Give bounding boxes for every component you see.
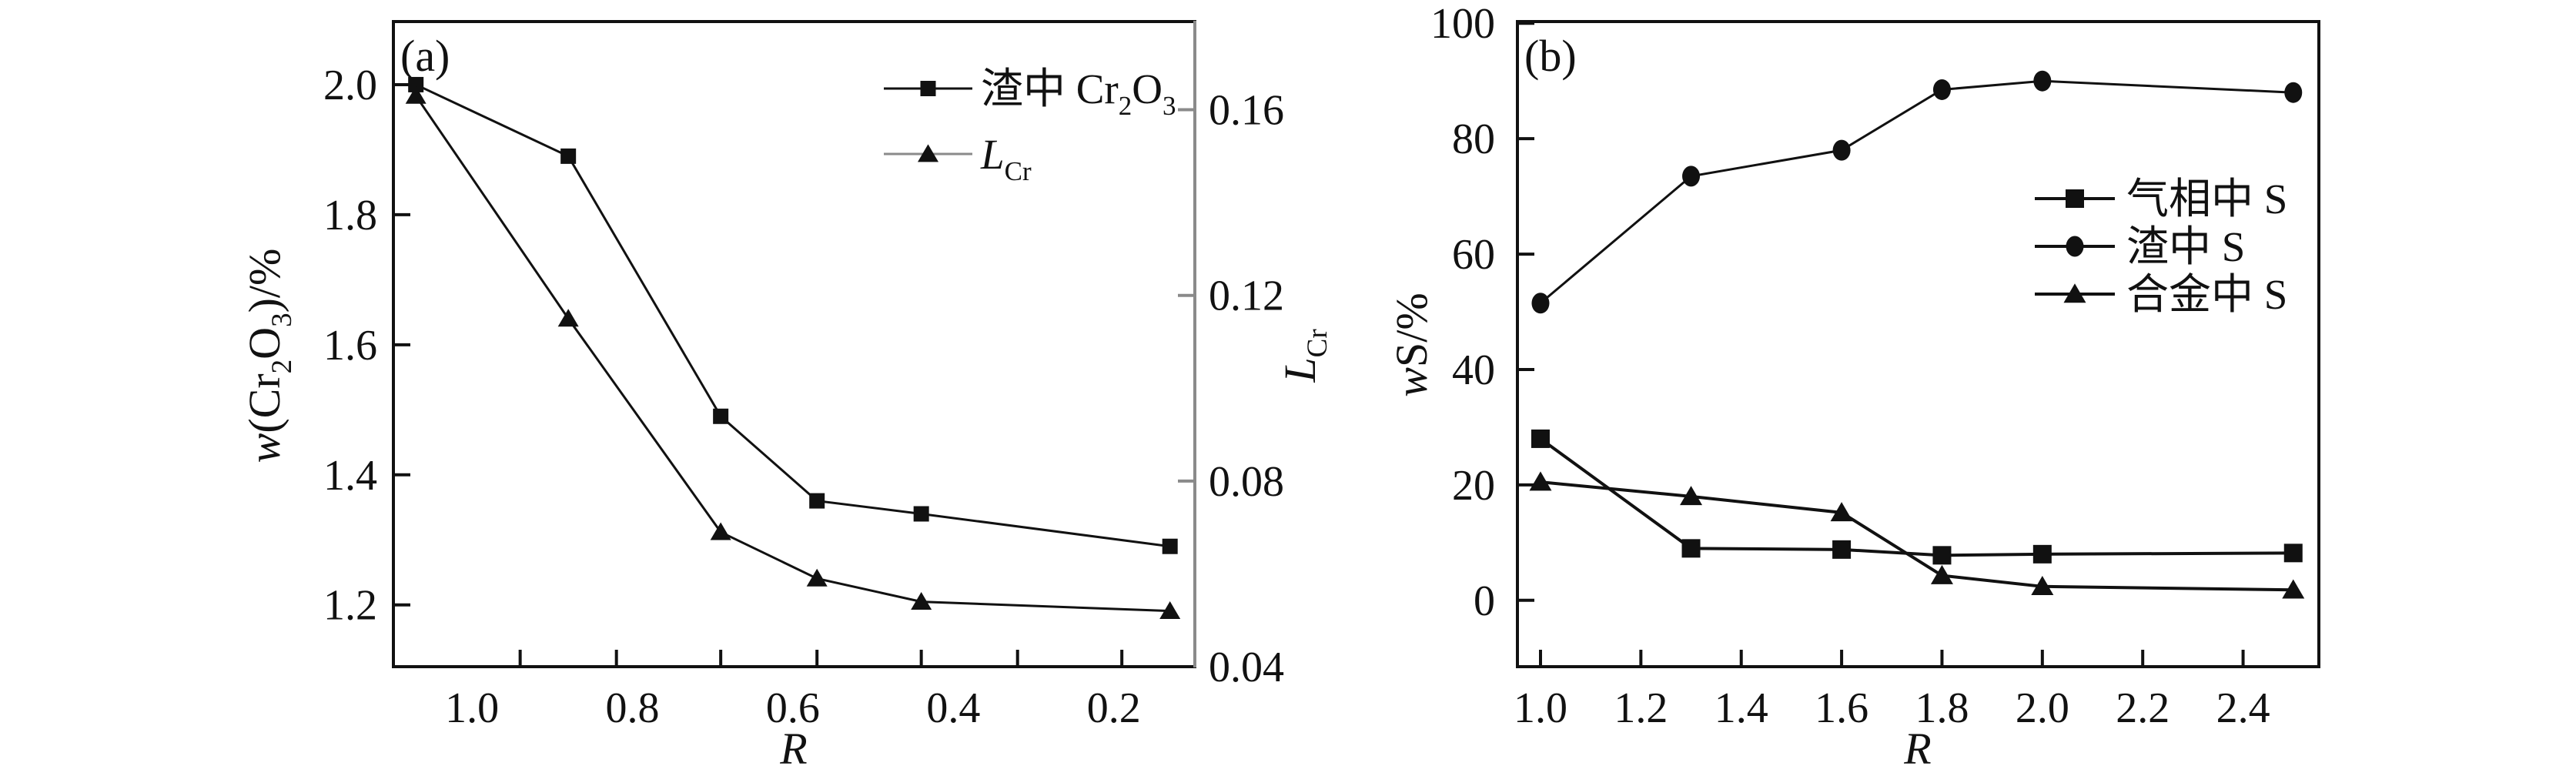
data-point-triangle <box>557 309 579 327</box>
series-1 <box>408 76 1178 554</box>
y2-tick-label: 0.12 <box>1209 273 1284 320</box>
legend-circle-marker <box>2066 236 2084 257</box>
x-axis-ticks: 1.0 0.8 0.6 0.4 0.2 <box>445 650 1141 732</box>
x-tick-label: 1.8 <box>1915 684 1969 732</box>
series-2 <box>1531 70 2303 314</box>
x-tick-label: 2.4 <box>2216 684 2270 732</box>
y2-tick-label: 0.08 <box>1209 458 1284 506</box>
legend-square-marker <box>2066 189 2084 208</box>
panel-b: 1.0 1.2 1.4 1.6 1.8 2.0 2.2 2.4 0 20 40 60 80 100 气相中 … <box>1387 0 2320 774</box>
legend-label: 合金中 S <box>2126 271 2287 318</box>
series-line <box>1539 437 2293 557</box>
y-tick-label: 20 <box>1452 462 1495 510</box>
y-axis-title-left: w(Cr2O3)/% <box>239 249 298 463</box>
data-point-triangle <box>1830 502 1853 522</box>
y-axis-title-right: LCr <box>1275 329 1333 383</box>
plot-frame <box>1516 20 2320 668</box>
data-point-square <box>2283 544 2303 563</box>
legend: 渣中 Cr2O3 LCr <box>884 65 1176 186</box>
data-point-square <box>2032 544 2052 564</box>
legend-triangle-marker <box>2063 283 2086 303</box>
x-tick-label: 1.0 <box>445 684 499 732</box>
y-tick-label: 1.4 <box>323 452 377 500</box>
panel-tag: (a) <box>400 31 450 81</box>
legend-label: LCr <box>980 131 1032 186</box>
data-point-square <box>913 506 929 522</box>
data-point-square <box>1932 546 1952 565</box>
y2-tick-label: 0.16 <box>1209 87 1284 135</box>
y-axis-right-ticks: 0.16 0.12 0.08 0.04 <box>1178 87 1284 691</box>
data-point-square <box>408 76 424 92</box>
data-point-triangle <box>1680 486 1703 506</box>
y-axis-title-left: wS/% <box>1387 293 1437 396</box>
x-tick-label: 1.0 <box>1514 684 1567 732</box>
data-point-square <box>809 493 825 509</box>
data-point-square <box>560 148 577 164</box>
plot-frame <box>392 20 1196 668</box>
series-line <box>414 95 1170 613</box>
data-point-triangle <box>1930 564 1953 584</box>
x-axis-title: R <box>779 724 807 774</box>
series-3 <box>1529 471 2305 599</box>
series-line <box>1540 79 2293 304</box>
data-point-circle <box>1932 79 1951 100</box>
legend-square-marker <box>920 81 936 96</box>
x-tick-label: 1.2 <box>1614 684 1668 732</box>
y-tick-label: 0 <box>1474 577 1495 625</box>
data-point-circle <box>1832 139 1851 161</box>
series-line <box>1540 480 2293 592</box>
data-point-square <box>1681 539 1701 558</box>
y-axis-left-ticks: 2.0 1.8 1.6 1.4 1.2 <box>323 62 410 630</box>
data-point-square <box>1531 429 1550 448</box>
legend-label: 渣中 Cr2O3 <box>981 65 1176 121</box>
data-point-triangle <box>405 85 427 104</box>
x-tick-label: 0.4 <box>926 684 980 732</box>
data-point-square <box>713 408 729 424</box>
data-point-circle <box>1531 293 1550 314</box>
x-tick-label: 0.8 <box>606 684 660 732</box>
legend-triangle-marker <box>918 144 938 162</box>
y-tick-label: 60 <box>1452 231 1495 279</box>
y-tick-label: 80 <box>1452 115 1495 163</box>
y-tick-label: 100 <box>1430 0 1495 48</box>
x-tick-label: 2.2 <box>2116 684 2170 732</box>
y-tick-label: 40 <box>1452 346 1495 394</box>
y-tick-label: 1.2 <box>323 582 377 630</box>
x-tick-label: 1.4 <box>1715 684 1768 732</box>
panel-a: 1.0 0.8 0.6 0.4 0.22.01.81.61.41.20.160.120.… <box>239 20 1333 774</box>
legend-label: 气相中 S <box>2126 176 2287 222</box>
data-point-triangle <box>1159 601 1181 620</box>
data-point-circle <box>2033 70 2052 92</box>
y-axis-left-ticks: 0 20 40 60 80 100 <box>1430 0 1534 625</box>
x-tick-label: 0.6 <box>766 684 820 732</box>
panel-tag: (b) <box>1524 31 1577 81</box>
x-axis-ticks: 1.0 1.2 1.4 1.6 1.8 2.0 2.2 2.4 <box>1514 650 2270 732</box>
data-point-square <box>1162 538 1178 554</box>
y-tick-label: 1.8 <box>323 192 377 239</box>
x-axis-title: R <box>1903 724 1931 774</box>
y-tick-label: 1.6 <box>323 322 377 370</box>
y2-tick-label: 0.04 <box>1209 644 1284 691</box>
legend-label: 渣中 S <box>2126 223 2245 270</box>
data-point-triangle <box>911 591 932 610</box>
data-point-triangle <box>806 568 828 587</box>
data-point-triangle <box>2282 579 2305 599</box>
series-2 <box>405 85 1181 620</box>
y-tick-label: 2.0 <box>323 62 377 109</box>
data-point-circle <box>1682 166 1701 187</box>
data-point-circle <box>2284 82 2303 103</box>
x-tick-label: 1.6 <box>1815 684 1868 732</box>
series-line <box>415 83 1170 548</box>
series-1 <box>1531 429 2303 565</box>
x-tick-label: 0.2 <box>1087 684 1141 732</box>
data-point-triangle <box>710 522 731 540</box>
data-point-square <box>1832 540 1852 559</box>
data-point-triangle <box>1529 471 1552 491</box>
x-tick-label: 2.0 <box>2016 684 2069 732</box>
data-point-triangle <box>2031 576 2054 596</box>
